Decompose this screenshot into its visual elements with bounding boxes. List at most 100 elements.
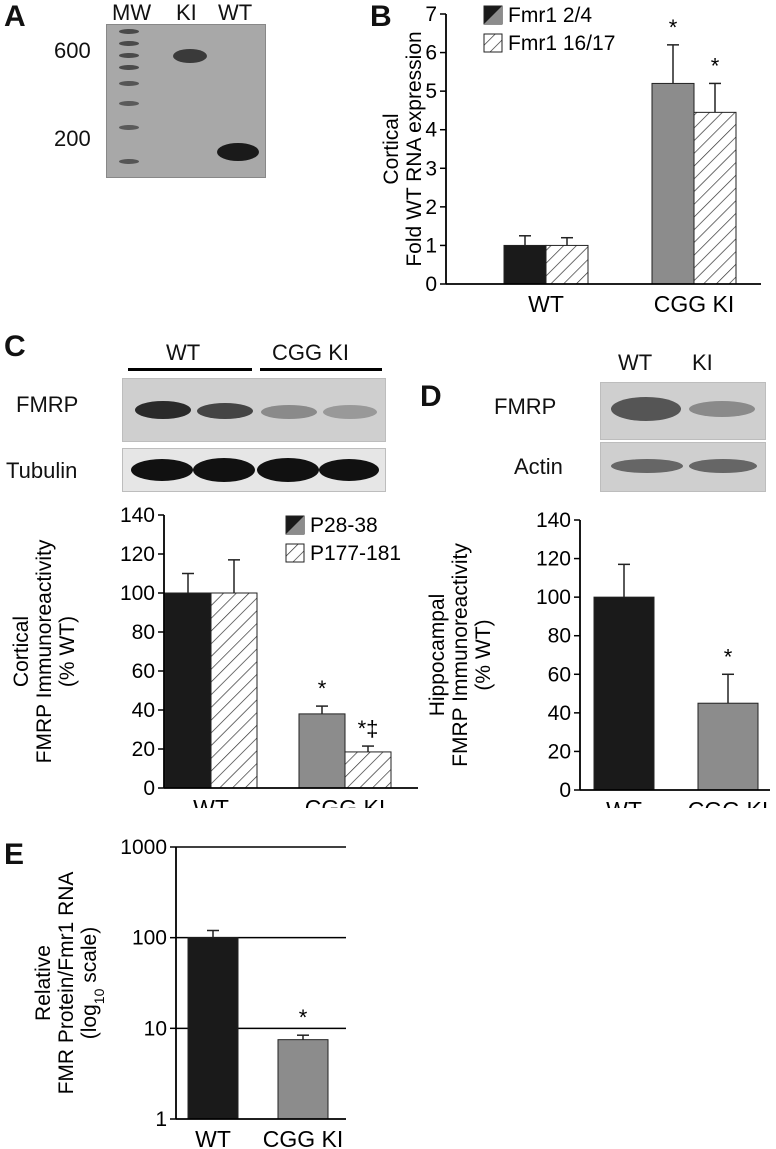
panel-e-letter: E — [4, 838, 25, 871]
bar — [697, 702, 759, 791]
y-tick-label: 1 — [425, 234, 437, 257]
ladder-band — [119, 53, 139, 58]
ladder-band — [119, 125, 139, 130]
gel-lane-wt: WT — [218, 0, 253, 25]
ladder-band — [119, 41, 139, 46]
gel-size-600: 600 — [54, 38, 91, 63]
legend-label: P177-181 — [310, 542, 401, 565]
y-tick-label: 3 — [425, 157, 437, 180]
y-tick-label: 100 — [132, 927, 167, 950]
y-axis-label: Fold WT RNA expression — [403, 31, 426, 266]
y-tick-label: 60 — [132, 660, 155, 683]
blot-c-group-wt: WT — [166, 340, 201, 365]
panel-d-letter: D — [420, 380, 442, 413]
blot-d-row-fmrp: FMRP — [494, 394, 557, 419]
y-axis-label: Cortical — [10, 616, 33, 687]
x-tick-label: WT — [606, 797, 642, 808]
x-tick-label: CGG KI — [654, 291, 735, 317]
significance-marker: *‡ — [358, 716, 379, 741]
blot-c-group-ki: CGG KI — [272, 340, 350, 365]
x-tick-label: WT — [193, 795, 229, 808]
significance-marker: * — [299, 1005, 308, 1030]
blot-c-tubulin-strip — [122, 448, 386, 492]
blot-band — [131, 459, 193, 481]
y-axis-label: Relative — [32, 945, 55, 1021]
wt-band — [217, 143, 259, 161]
y-axis-label: FMRP Immunoreactivity — [449, 543, 472, 767]
y-tick-label: 120 — [120, 543, 155, 566]
bar — [277, 1039, 329, 1120]
ki-band — [173, 49, 207, 63]
blot-c-group-wt-line — [128, 368, 252, 371]
significance-marker: * — [318, 676, 327, 701]
y-axis-label: Cortical — [380, 113, 403, 184]
y-axis-label: Hippocampal — [426, 594, 449, 717]
y-axis-label: (log10 scale) — [78, 927, 107, 1039]
panel-b-letter: B — [370, 0, 392, 33]
bar — [593, 596, 655, 791]
blot-d-actin-strip — [600, 442, 766, 492]
x-tick-label: CGG KI — [688, 797, 769, 808]
y-tick-label: 0 — [425, 273, 437, 296]
chart-b: 0 1 2 3 4 5 6 7 WT * * CGG KI Cortical Fold WT RNA ex… — [380, 3, 761, 317]
y-tick-label: 100 — [120, 582, 155, 605]
gel-lane-ki: KI — [176, 0, 197, 25]
y-tick-label: 80 — [132, 621, 155, 644]
significance-marker: * — [711, 53, 720, 78]
y-tick-label: 10 — [144, 1017, 167, 1040]
y-tick-label: 7 — [425, 3, 437, 26]
legend-label: Fmr1 16/17 — [508, 32, 615, 55]
bar — [545, 244, 589, 285]
blot-band — [135, 401, 191, 419]
y-axis-label: FMR Protein/Fmr1 RNA — [55, 872, 78, 1095]
y-tick-label: 140 — [120, 504, 155, 527]
legend-swatch — [483, 33, 503, 53]
y-tick-label: 0 — [559, 779, 571, 802]
blot-band — [257, 458, 319, 482]
panel-a-letter: A — [4, 0, 26, 33]
y-tick-label: 0 — [143, 777, 155, 800]
blot-band — [323, 405, 377, 419]
blot-band — [261, 405, 317, 419]
y-tick-label: 100 — [536, 586, 571, 609]
blot-band — [611, 397, 681, 421]
x-tick-label: WT — [528, 291, 564, 317]
bar — [164, 592, 212, 789]
ladder-band — [119, 159, 139, 164]
y-tick-label: 20 — [132, 738, 155, 761]
y-axis-label: FMRP Immunoreactivity — [33, 539, 56, 763]
legend-swatch — [285, 543, 305, 563]
ladder-band — [119, 81, 139, 86]
bar — [651, 82, 695, 285]
x-tick-label: WT — [195, 1126, 231, 1149]
legend-swatch — [484, 6, 502, 24]
y-tick-label: 140 — [536, 509, 571, 532]
x-tick-label: CGG KI — [263, 1126, 344, 1149]
significance-marker: * — [724, 644, 733, 669]
gel-image — [106, 24, 266, 178]
y-tick-label: 80 — [548, 625, 571, 648]
blot-d-fmrp-strip — [600, 382, 766, 440]
y-tick-label: 1000 — [120, 836, 167, 859]
ladder-band — [119, 29, 139, 34]
legend-label: Fmr1 2/4 — [508, 4, 592, 27]
y-axis-label: (% WT) — [56, 616, 79, 687]
y-tick-label: 40 — [548, 702, 571, 725]
blot-c-group-ki-line — [260, 368, 382, 371]
bar — [187, 937, 239, 1120]
blot-band — [689, 401, 755, 417]
significance-marker: * — [669, 15, 678, 40]
chart-e: 1 10 100 1000 WT * CGG KI Relative FMR Protein/F… — [32, 836, 346, 1149]
blot-c-row-tubulin: Tubulin — [6, 458, 78, 483]
y-tick-label: 5 — [425, 80, 437, 103]
y-tick-label: 60 — [548, 663, 571, 686]
blot-band — [689, 459, 757, 473]
ladder-band — [119, 65, 139, 70]
blot-band — [319, 459, 379, 481]
bar — [210, 592, 258, 789]
y-axis-label: (% WT) — [472, 619, 495, 690]
bar — [344, 751, 392, 789]
blot-c-row-fmrp: FMRP — [16, 392, 79, 417]
y-tick-label: 2 — [425, 196, 437, 219]
blot-d-lane-wt: WT — [618, 350, 653, 375]
